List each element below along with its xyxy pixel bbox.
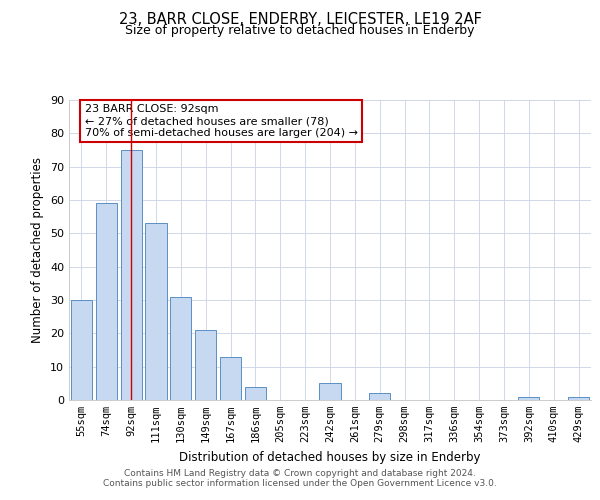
- Bar: [518, 396, 539, 400]
- Text: Contains public sector information licensed under the Open Government Licence v3: Contains public sector information licen…: [103, 478, 497, 488]
- Bar: [369, 394, 390, 400]
- Text: Size of property relative to detached houses in Enderby: Size of property relative to detached ho…: [125, 24, 475, 37]
- Bar: [245, 386, 266, 400]
- Bar: [195, 330, 216, 400]
- Bar: [121, 150, 142, 400]
- Text: 23, BARR CLOSE, ENDERBY, LEICESTER, LE19 2AF: 23, BARR CLOSE, ENDERBY, LEICESTER, LE19…: [119, 12, 481, 28]
- Bar: [319, 384, 341, 400]
- Text: 23 BARR CLOSE: 92sqm
← 27% of detached houses are smaller (78)
70% of semi-detac: 23 BARR CLOSE: 92sqm ← 27% of detached h…: [85, 104, 358, 138]
- Bar: [71, 300, 92, 400]
- Text: Contains HM Land Registry data © Crown copyright and database right 2024.: Contains HM Land Registry data © Crown c…: [124, 468, 476, 477]
- Bar: [145, 224, 167, 400]
- Y-axis label: Number of detached properties: Number of detached properties: [31, 157, 44, 343]
- X-axis label: Distribution of detached houses by size in Enderby: Distribution of detached houses by size …: [179, 450, 481, 464]
- Bar: [220, 356, 241, 400]
- Bar: [568, 396, 589, 400]
- Bar: [170, 296, 191, 400]
- Bar: [96, 204, 117, 400]
